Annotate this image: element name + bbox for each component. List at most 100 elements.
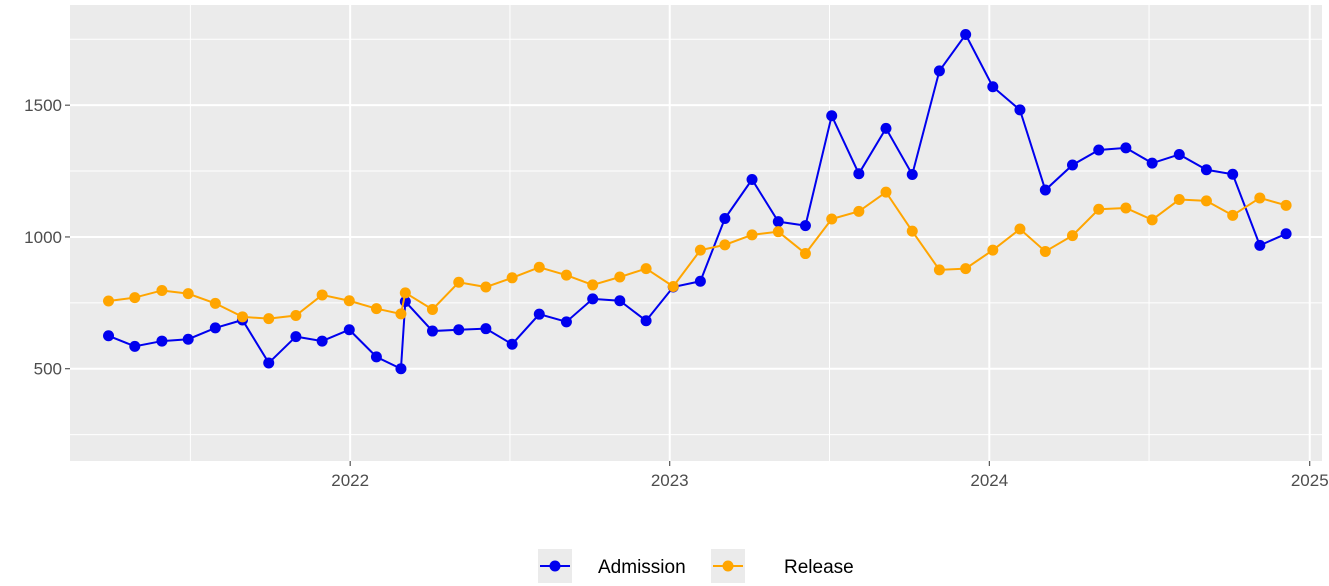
data-point-release <box>667 281 679 293</box>
data-point-release <box>1093 203 1105 215</box>
data-point-release <box>746 229 758 241</box>
legend-key-point-admission <box>549 560 561 572</box>
data-point-release <box>1066 230 1078 242</box>
data-point-admission <box>746 173 758 185</box>
data-point-admission <box>395 363 407 375</box>
data-point-release <box>263 313 275 325</box>
data-point-release <box>506 272 518 284</box>
data-point-admission <box>694 275 706 287</box>
data-point-release <box>880 186 892 198</box>
data-point-admission <box>1200 164 1212 176</box>
data-point-release <box>129 292 141 304</box>
data-point-release <box>343 295 355 307</box>
data-point-release <box>799 248 811 260</box>
data-point-release <box>640 263 652 275</box>
data-point-release <box>853 205 865 217</box>
data-point-admission <box>209 322 221 334</box>
data-point-admission <box>426 325 438 337</box>
data-point-release <box>533 261 545 273</box>
data-point-release <box>987 244 999 256</box>
data-point-release <box>1173 194 1185 206</box>
y-tick-label: 1500 <box>24 96 62 115</box>
data-point-release <box>453 276 465 288</box>
series-line-admission <box>108 32 1287 371</box>
axis-layer: 500 1000 1500 2022 2023 2024 2025 <box>24 96 1328 490</box>
major-gridlines <box>70 5 1322 461</box>
x-tick-label: 2025 <box>1291 471 1329 490</box>
data-point-admission <box>1254 239 1266 251</box>
data-point-admission <box>1014 104 1026 116</box>
data-point-release <box>826 213 838 225</box>
data-point-admission <box>906 168 918 180</box>
x-tick-label: 2024 <box>970 471 1008 490</box>
data-point-admission <box>156 335 168 347</box>
data-point-release <box>560 269 572 281</box>
legend-label-release: Release <box>784 557 854 578</box>
data-point-release <box>209 297 221 309</box>
data-point-release <box>426 303 438 315</box>
data-point-admission <box>453 324 465 336</box>
data-point-admission <box>1039 184 1051 196</box>
data-point-admission <box>640 315 652 327</box>
data-point-admission <box>533 308 545 320</box>
data-point-admission <box>614 295 626 307</box>
data-point-admission <box>1173 148 1185 160</box>
data-point-release <box>236 311 248 323</box>
data-point-admission <box>316 335 328 347</box>
data-point-admission <box>853 168 865 180</box>
data-point-release <box>370 303 382 315</box>
data-point-admission <box>933 65 945 77</box>
data-point-admission <box>987 81 999 93</box>
data-point-release <box>1254 192 1266 204</box>
series-line-release <box>108 190 1287 320</box>
minor-gridlines <box>70 5 1322 461</box>
data-point-release <box>1200 195 1212 207</box>
data-point-admission <box>343 324 355 336</box>
data-point-admission <box>1120 142 1132 154</box>
data-point-admission <box>799 220 811 232</box>
data-point-admission <box>1227 168 1239 180</box>
data-point-admission <box>880 122 892 134</box>
data-point-admission <box>772 216 784 228</box>
data-point-admission <box>1066 159 1078 171</box>
data-point-admission <box>1093 144 1105 156</box>
y-tick-label: 1000 <box>24 228 62 247</box>
data-point-release <box>395 308 407 320</box>
legend-label-admission: Admission <box>598 557 686 578</box>
data-point-admission <box>480 323 492 335</box>
data-point-release <box>933 264 945 276</box>
data-point-admission <box>1146 157 1158 169</box>
series-layer <box>103 29 1292 375</box>
data-point-admission <box>506 338 518 350</box>
data-point-admission <box>560 316 572 328</box>
data-point-release <box>960 263 972 275</box>
data-point-release <box>719 239 731 251</box>
data-point-release <box>772 226 784 238</box>
x-tick-label: 2023 <box>651 471 689 490</box>
data-point-admission <box>129 340 141 352</box>
data-point-release <box>316 289 328 301</box>
legend: Admission Release <box>538 549 854 583</box>
data-point-release <box>399 287 411 299</box>
data-point-admission <box>719 213 731 225</box>
data-point-release <box>1014 223 1026 235</box>
y-tick-label: 500 <box>34 360 62 379</box>
data-point-admission <box>290 331 302 343</box>
data-point-admission <box>1280 228 1292 240</box>
data-point-admission <box>370 351 382 363</box>
plot-panel <box>70 5 1322 461</box>
data-point-admission <box>960 29 972 41</box>
legend-key-point-release <box>722 560 734 572</box>
data-point-release <box>614 271 626 283</box>
data-point-admission <box>182 333 194 345</box>
data-point-release <box>587 279 599 291</box>
data-point-release <box>1039 245 1051 257</box>
data-point-release <box>1227 209 1239 221</box>
data-point-release <box>103 295 115 307</box>
data-point-release <box>480 281 492 293</box>
data-point-release <box>156 284 168 296</box>
data-point-admission <box>103 330 115 342</box>
data-point-release <box>694 244 706 256</box>
data-point-release <box>182 288 194 300</box>
